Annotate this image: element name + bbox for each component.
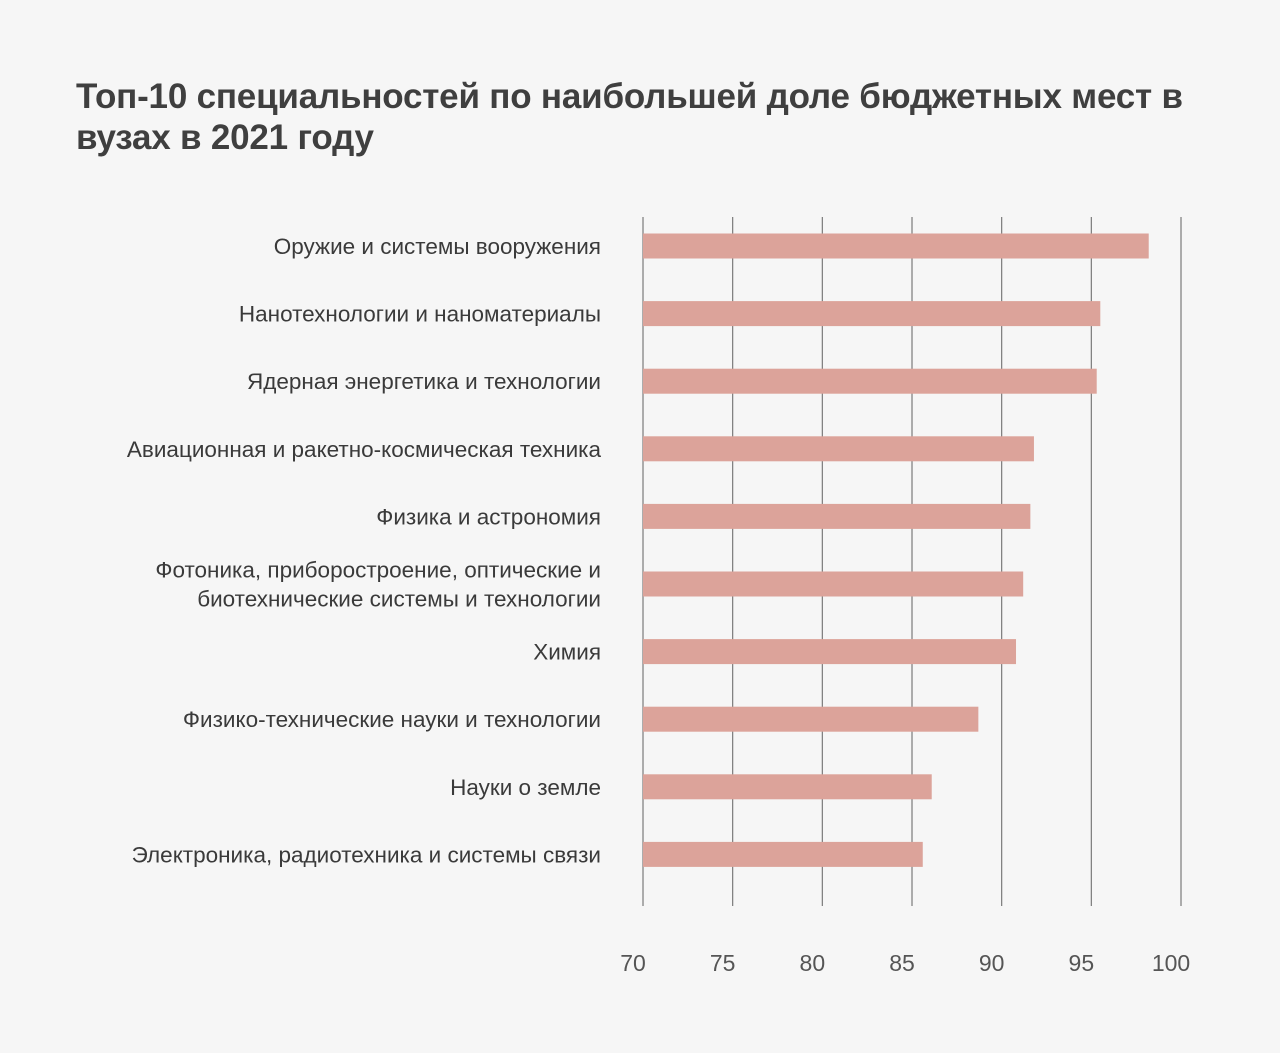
category-labels: Оружие и системы вооружения Нанотехнологи… xyxy=(127,234,602,867)
x-tick-label: 85 xyxy=(889,950,915,976)
category-label: Ядерная энергетика и технологии xyxy=(247,369,601,394)
bar xyxy=(643,436,1034,462)
category-label-line: Оружие и системы вооружения xyxy=(274,234,601,259)
x-axis-ticks: 70 75 80 85 90 95 100 xyxy=(620,950,1190,976)
category-label-line: Авиационная и ракетно-космическая техник… xyxy=(127,437,602,462)
bar xyxy=(643,706,979,732)
x-tick-label: 100 xyxy=(1152,950,1190,976)
category-label: Нанотехнологии и наноматериалы xyxy=(239,302,601,327)
x-tick-label: 70 xyxy=(620,950,646,976)
bar xyxy=(643,639,1017,665)
category-label-line: Фотоника, приборостроение, оптические и xyxy=(155,558,601,583)
category-label-line: биотехнические системы и технологии xyxy=(197,587,601,612)
category-label: Химия xyxy=(533,640,601,665)
bar xyxy=(643,368,1097,394)
chart-title: Топ-10 специальностей по наибольшей доле… xyxy=(76,77,1183,157)
bar xyxy=(643,301,1101,327)
category-label: Авиационная и ракетно-космическая техник… xyxy=(127,437,602,462)
category-label: Физика и астрономия xyxy=(376,504,601,529)
bar xyxy=(643,233,1149,259)
category-label-line: Ядерная энергетика и технологии xyxy=(247,369,601,394)
bar xyxy=(643,841,923,867)
category-label: Оружие и системы вооружения xyxy=(274,234,601,259)
category-label-line: Химия xyxy=(533,640,601,665)
category-label-line: Электроника, радиотехника и системы связ… xyxy=(132,842,601,867)
category-label-line: Науки о земле xyxy=(450,775,601,800)
bars xyxy=(643,233,1149,867)
category-label-line: Нанотехнологии и наноматериалы xyxy=(239,302,601,327)
bar xyxy=(643,503,1031,529)
x-tick-label: 95 xyxy=(1069,950,1095,976)
category-label-line: Физико-технические науки и технологии xyxy=(183,707,601,732)
x-tick-label: 75 xyxy=(710,950,736,976)
category-label: Науки о земле xyxy=(450,775,601,800)
category-label-line: Физика и астрономия xyxy=(376,504,601,529)
x-tick-label: 80 xyxy=(800,950,826,976)
category-label: Физико-технические науки и технологии xyxy=(183,707,601,732)
category-label: Электроника, радиотехника и системы связ… xyxy=(132,842,601,867)
x-tick-label: 90 xyxy=(979,950,1005,976)
bar xyxy=(643,571,1024,597)
bar xyxy=(643,774,932,800)
category-label: Фотоника, приборостроение, оптические и б… xyxy=(155,558,601,612)
